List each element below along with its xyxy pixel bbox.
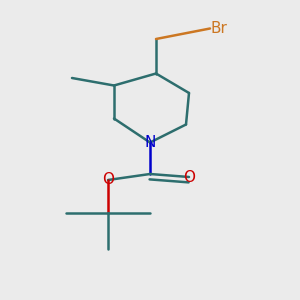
- Text: N: N: [144, 135, 156, 150]
- Text: Br: Br: [210, 21, 227, 36]
- Text: O: O: [102, 172, 114, 188]
- Text: O: O: [183, 169, 195, 184]
